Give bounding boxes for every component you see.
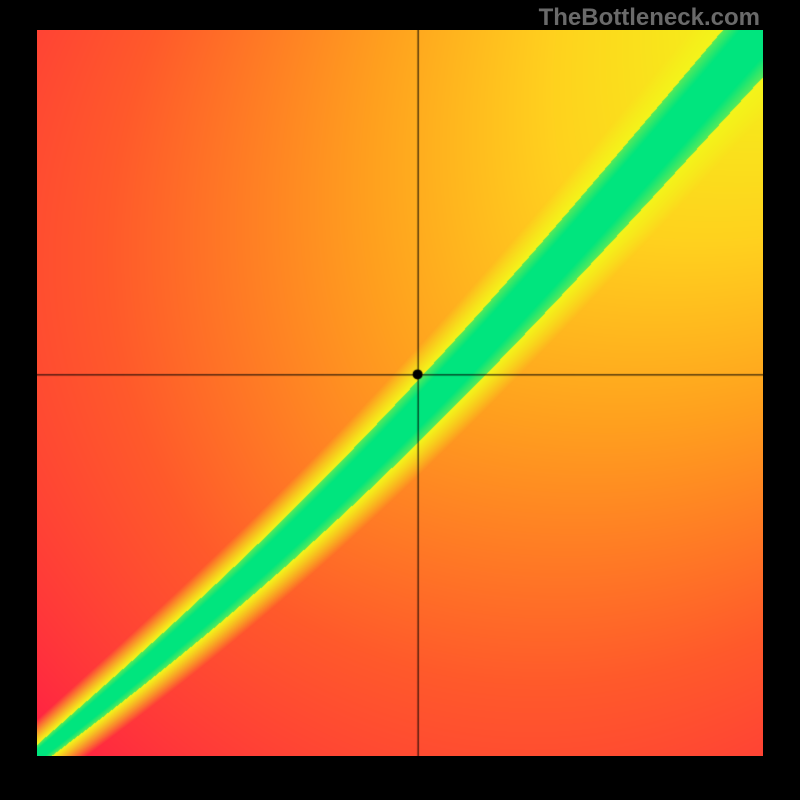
bottleneck-heatmap [37, 30, 763, 756]
watermark-text: TheBottleneck.com [539, 4, 760, 32]
